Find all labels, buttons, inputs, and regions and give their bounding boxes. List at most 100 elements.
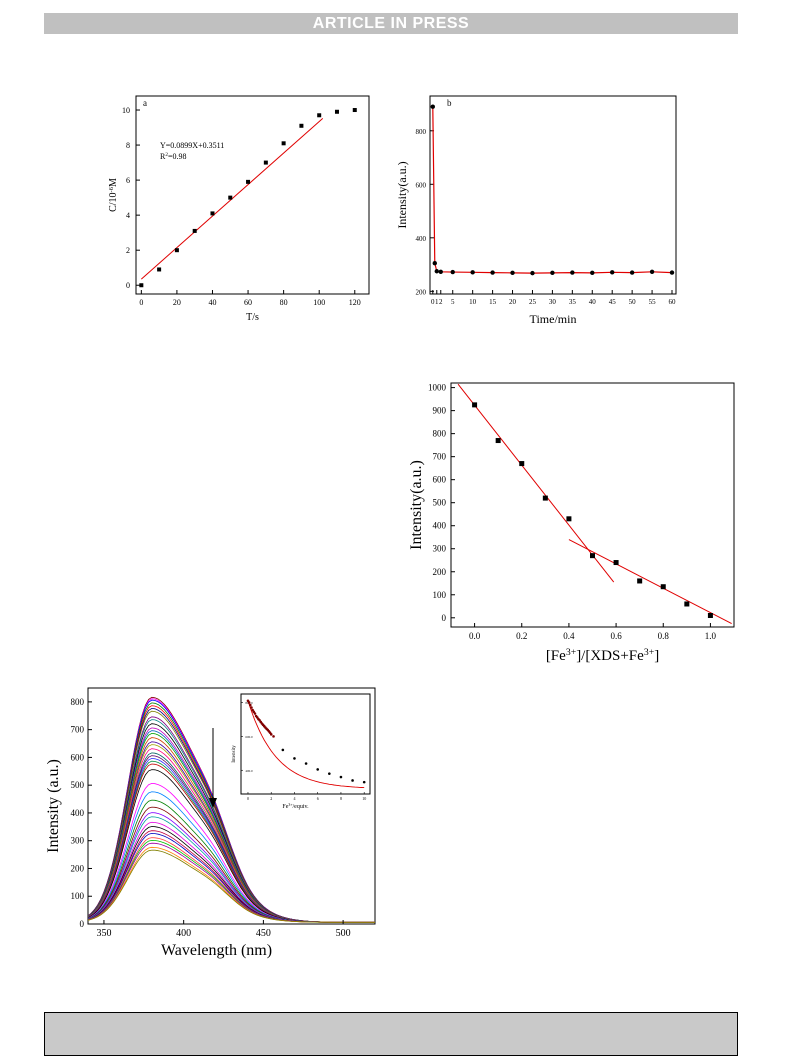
chart-c-xtick-label: 0.0 bbox=[469, 631, 481, 641]
chart-d-ytick-label: 100 bbox=[71, 891, 85, 901]
chart-d-inset-xlabel: Fe3+/equiv. bbox=[282, 803, 309, 810]
chart-d-inset-point bbox=[253, 712, 257, 715]
chart-c-ytick-label: 500 bbox=[433, 498, 447, 508]
chart-b-xtick-label: 60 bbox=[669, 298, 677, 306]
chart-c-ytick-label: 900 bbox=[433, 406, 447, 416]
chart-a-ytick-label: 2 bbox=[126, 246, 130, 255]
chart-d-inset-xtick-label: 2 bbox=[270, 796, 272, 801]
chart-a-frame bbox=[135, 95, 370, 295]
chart-c-xlabel: [Fe3+]/[XDS+Fe3+] bbox=[546, 647, 659, 665]
chart-d-xtick-label: 450 bbox=[256, 928, 271, 939]
chart-d-inset-ytick-label: 600.0 bbox=[245, 735, 253, 739]
chart-c-ytick-label: 700 bbox=[433, 452, 447, 462]
chart-d-inset-xtick-label: 0 bbox=[247, 796, 249, 801]
chart-c-ytick-label: 0 bbox=[442, 613, 447, 623]
chart-b-xtick-label: 35 bbox=[569, 298, 577, 306]
chart-b-ytick-label: 400 bbox=[416, 235, 427, 243]
chart-a-xlabel: T/s bbox=[246, 312, 259, 323]
chart-b-point bbox=[438, 269, 443, 274]
chart-b-xtick-label: 45 bbox=[609, 298, 617, 306]
chart-c-ylabel: Intensity(a.u.) bbox=[408, 460, 425, 550]
chart-b-point bbox=[432, 261, 437, 266]
chart-a-point bbox=[246, 179, 251, 184]
chart-d-ylabel: Intensity (a.u.) bbox=[45, 759, 62, 853]
chart-d-inset-point bbox=[250, 706, 253, 709]
chart-d-inset-point bbox=[281, 748, 285, 752]
chart-d-inset-point bbox=[269, 733, 273, 736]
chart-c-point bbox=[707, 612, 713, 618]
chart-b-xtick-label: 10 bbox=[469, 298, 477, 306]
chart-a-xtick-label: 120 bbox=[349, 298, 361, 307]
chart-d-ytick-label: 600 bbox=[71, 752, 85, 762]
chart-b-ytick-label: 200 bbox=[416, 288, 427, 296]
chart-c-point bbox=[684, 601, 690, 607]
chart-d-ytick-label: 500 bbox=[71, 780, 85, 790]
chart-d-ytick-label: 200 bbox=[71, 863, 85, 873]
chart-a-ytick-label: 6 bbox=[126, 176, 130, 185]
chart-a-xtick-label: 80 bbox=[280, 298, 288, 307]
chart-d-xtick-label: 400 bbox=[176, 928, 191, 939]
chart-d-frame bbox=[87, 687, 376, 925]
chart-a-point bbox=[228, 195, 233, 200]
chart-a-point bbox=[317, 113, 322, 118]
chart-d-inset-fit-line bbox=[247, 700, 365, 789]
chart-b-ytick-label: 800 bbox=[416, 128, 427, 136]
chart-c-ytick-label: 600 bbox=[433, 475, 447, 485]
chart-b-point bbox=[669, 270, 675, 275]
chart-c-xtick-label: 0.2 bbox=[516, 631, 527, 641]
chart-c-ytick-label: 800 bbox=[433, 429, 447, 439]
chart-d-ytick-label: 400 bbox=[71, 808, 85, 818]
chart-a-point bbox=[263, 160, 268, 165]
chart-b-xtick-label: 30 bbox=[549, 298, 557, 306]
chart-c-xtick-label: 0.8 bbox=[658, 631, 670, 641]
chart-a-xtick-label: 60 bbox=[244, 298, 252, 307]
chart-d-ytick-label: 0 bbox=[80, 919, 85, 929]
chart-b-point bbox=[550, 270, 555, 276]
chart-d-xtick-label: 350 bbox=[96, 928, 111, 939]
chart-a-point bbox=[299, 123, 304, 128]
chart-b-xtick-label: 25 bbox=[529, 298, 537, 306]
chart-d-inset-point bbox=[316, 768, 320, 771]
chart-b-xtick-label: 0 bbox=[431, 298, 435, 306]
chart-d-inset-point bbox=[272, 735, 275, 738]
chart-d-xlabel: Wavelength (nm) bbox=[161, 942, 272, 959]
chart-c-point bbox=[519, 461, 525, 467]
chart-b-xlabel: Time/min bbox=[530, 312, 577, 326]
chart-d-inset-ytick-label: 400.0 bbox=[245, 769, 253, 773]
chart-c-point bbox=[472, 402, 478, 408]
chart-d-ytick-label: 800 bbox=[71, 697, 85, 707]
chart-c-ytick-label: 300 bbox=[433, 544, 447, 554]
chart-b-point bbox=[629, 270, 635, 275]
chart-b-point bbox=[510, 270, 515, 276]
chart-b-xtick-label: 2 bbox=[439, 298, 443, 306]
chart-d-ytick-label: 300 bbox=[71, 836, 85, 846]
chart-d-inset-point bbox=[304, 762, 308, 765]
chart-a-point bbox=[281, 141, 286, 146]
chart-c-point bbox=[637, 578, 643, 584]
chart-d-ytick-label: 700 bbox=[71, 725, 85, 735]
chart-c-xtick-label: 0.6 bbox=[610, 631, 622, 641]
chart-d-inset-xtick-label: 6 bbox=[317, 796, 319, 801]
chart-a-point bbox=[352, 108, 357, 113]
chart-d-inset-ylabel: Intensity bbox=[232, 745, 237, 763]
chart-b-ytick-label: 600 bbox=[416, 181, 427, 189]
chart-b-point bbox=[530, 270, 535, 276]
chart-d-inset-xtick-label: 4 bbox=[293, 796, 295, 801]
chart-c-ytick-label: 1000 bbox=[428, 383, 447, 393]
chart-d-inset-point bbox=[293, 757, 296, 760]
chart-a-ylabel: C/10-6M bbox=[108, 178, 120, 212]
chart-a-ytick-label: 10 bbox=[122, 106, 130, 115]
chart-b-xtick-label: 5 bbox=[451, 298, 455, 306]
chart-c-point bbox=[590, 553, 595, 559]
chart-b-panel-label: b bbox=[447, 98, 452, 108]
footer-box bbox=[44, 1012, 738, 1056]
chart-b-point bbox=[430, 104, 435, 109]
chart-b-frame bbox=[429, 95, 677, 295]
chart-a-xtick-label: 20 bbox=[173, 298, 181, 307]
chart-d-arrow-head bbox=[209, 798, 217, 808]
chart-a-point bbox=[210, 211, 215, 216]
chart-d-inset-point bbox=[362, 780, 366, 784]
chart-b-xtick-label: 1 bbox=[435, 298, 439, 306]
chart-b-point bbox=[570, 270, 575, 275]
chart-c-point bbox=[542, 495, 548, 501]
